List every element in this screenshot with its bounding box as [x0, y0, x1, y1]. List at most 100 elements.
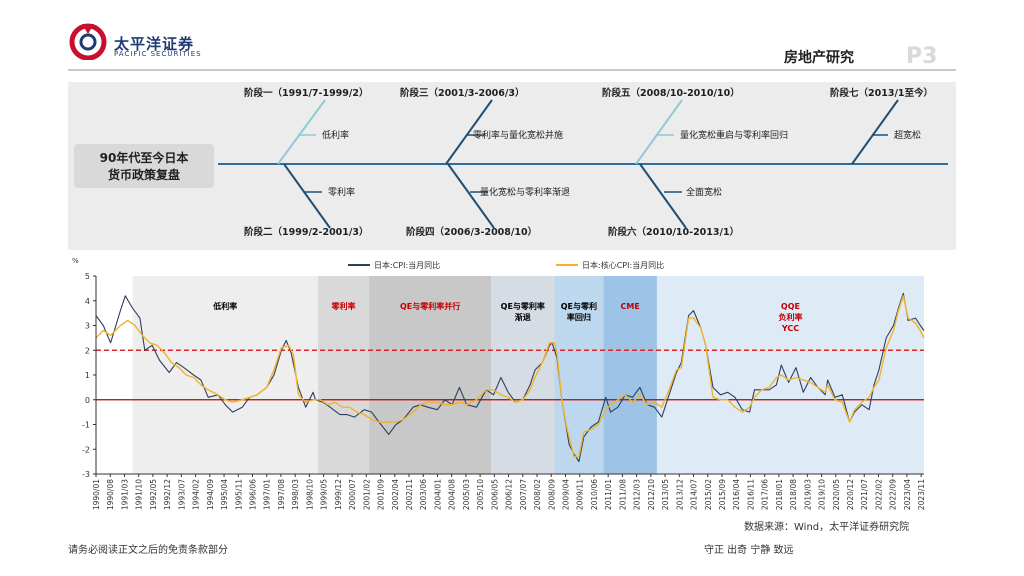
- x-tick-label: 2006/12: [505, 479, 514, 510]
- legend-label-1: 日本:核心CPI:当月同比: [582, 260, 664, 270]
- header-divider: [68, 69, 956, 71]
- x-tick-label: 2016/04: [732, 479, 741, 510]
- x-tick-label: 1999/05: [320, 479, 329, 510]
- y-tick-label: 1: [85, 371, 90, 380]
- x-tick-label: 1991/03: [120, 479, 129, 510]
- series-lines: [95, 292, 925, 463]
- fishbone-core-box: [74, 144, 214, 188]
- x-tick-label: 2008/09: [547, 479, 556, 510]
- stage4-policy: 量化宽松与零利率渐退: [480, 186, 570, 198]
- x-tick-label: 2002/04: [391, 479, 400, 510]
- x-tick-label: 1998/10: [305, 479, 314, 510]
- x-tick-label: 2013/05: [661, 479, 670, 510]
- x-tick-label: 2021/07: [860, 479, 869, 510]
- x-tick-label: 2023/11: [917, 479, 926, 510]
- series-line-1: [95, 295, 925, 458]
- x-tick-label: 2019/10: [818, 479, 827, 510]
- band-label-6: 负利率: [778, 312, 802, 322]
- y-tick-label: 3: [85, 322, 90, 331]
- x-tick-label: 2012/03: [633, 479, 642, 510]
- stage1-policy: 低利率: [322, 129, 349, 141]
- x-tick-label: 1992/05: [149, 479, 158, 510]
- y-tick-label: 5: [85, 272, 90, 281]
- policy-band-5: [603, 276, 657, 474]
- x-tick-label: 2018/08: [789, 479, 798, 510]
- y-tick-label: 4: [85, 297, 90, 306]
- x-tick-label: 2004/08: [448, 479, 457, 510]
- stage3-policy: 零利率与量化宽松并施: [473, 129, 563, 141]
- y-tick-label: -3: [82, 470, 90, 479]
- section-title: 房地产研究: [784, 50, 854, 66]
- policy-band-4: [554, 276, 604, 474]
- stage2-label: 阶段二（1999/2-2001/3）: [244, 226, 368, 238]
- x-tick-label: 2019/03: [803, 479, 812, 510]
- x-tick-label: 2016/11: [746, 479, 755, 510]
- x-tick-label: 2014/07: [690, 479, 699, 510]
- policy-band-0: [132, 276, 318, 474]
- branch-stage2: [283, 163, 331, 229]
- y-tick-label: 2: [85, 346, 90, 355]
- data-source-note: 数据来源：Wind，太平洋证券研究院: [744, 522, 910, 533]
- x-tick-label: 2015/02: [704, 479, 713, 510]
- policy-band-2: [369, 276, 492, 474]
- stage6-label: 阶段六（2010/10-2013/1）: [608, 226, 739, 238]
- y-tick-label: -2: [82, 445, 90, 454]
- x-tick-label: 1997/08: [277, 479, 286, 510]
- fishbone-core-line1: 90年代至今日本: [100, 150, 189, 165]
- x-tick-label: 2015/09: [718, 479, 727, 510]
- band-label-5: CME: [620, 302, 639, 311]
- branch-stage5: [635, 99, 683, 165]
- x-tick-label: 2001/02: [362, 479, 371, 510]
- x-tick-label: 1990/01: [92, 479, 101, 510]
- x-tick-label: 1995/11: [234, 479, 243, 510]
- policy-fishbone-diagram: 90年代至今日本 货币政策复盘 阶段一（1991/7-1999/2） 低利率 阶…: [68, 82, 956, 250]
- chart-legend: 日本:CPI:当月同比 日本:核心CPI:当月同比: [348, 260, 664, 270]
- x-tick-label: 2020/05: [832, 479, 841, 510]
- stage7-policy: 超宽松: [894, 129, 921, 141]
- stage5-label: 阶段五（2008/10-2010/10）: [602, 87, 740, 99]
- x-tick-label: 2005/03: [462, 479, 471, 510]
- x-tick-label: 2007/07: [519, 479, 528, 510]
- x-tick-label: 1997/01: [263, 479, 272, 510]
- x-tick-label: 1992/12: [163, 479, 172, 510]
- policy-band-3: [491, 276, 555, 474]
- x-tick-label: 2004/01: [433, 479, 442, 510]
- x-tick-label: 2010/06: [590, 479, 599, 510]
- x-tick-label: 2002/11: [405, 479, 414, 510]
- x-tick-label: 2003/06: [419, 479, 428, 510]
- band-label-3: QE与零利率: [501, 301, 545, 311]
- band-label-0: 低利率: [212, 301, 237, 311]
- x-tick-label: 2013/12: [675, 479, 684, 510]
- stage5-policy: 量化宽松重启与零利率回归: [680, 129, 788, 141]
- stage7-label: 阶段七（2013/1至今）: [830, 87, 933, 99]
- fishbone-core-line2: 货币政策复盘: [108, 167, 180, 182]
- x-tick-label: 2001/09: [377, 479, 386, 510]
- band-label-6: QQE: [781, 302, 800, 311]
- policy-band-1: [317, 276, 370, 474]
- branch-stage3: [445, 99, 493, 165]
- x-tick-label: 2022/09: [889, 479, 898, 510]
- x-tick-label: 2011/01: [604, 479, 613, 510]
- stage4-label: 阶段四（2006/3-2008/10）: [406, 226, 537, 238]
- stage1-label: 阶段一（1991/7-1999/2）: [244, 87, 368, 99]
- x-tick-label: 2009/04: [561, 479, 570, 510]
- branch-stage4: [447, 163, 495, 229]
- company-name-cn: 太平洋证券: [114, 35, 195, 53]
- x-tick-label: 1995/04: [220, 479, 229, 510]
- y-axis-unit: %: [72, 257, 79, 265]
- x-tick-label: 2022/02: [874, 479, 883, 510]
- branch-stage7: [851, 99, 899, 165]
- x-tick-label: 2018/01: [775, 479, 784, 510]
- disclaimer-text: 请务必阅读正文之后的免责条款部分: [68, 545, 228, 556]
- x-tick-label: 2000/07: [348, 479, 357, 510]
- x-tick-label: 2008/02: [533, 479, 542, 510]
- company-name-en: PACIFIC SECURITIES: [114, 50, 202, 58]
- x-tick-label: 1996/06: [248, 479, 257, 510]
- band-label-6: YCC: [781, 324, 799, 333]
- x-tick-label: 2012/10: [647, 479, 656, 510]
- legend-label-0: 日本:CPI:当月同比: [374, 260, 440, 270]
- x-tick-label: 2017/06: [761, 479, 770, 510]
- x-tick-label: 1993/07: [177, 479, 186, 510]
- cpi-line-chart: 5 4 3 2 1 0 -1 -2 -3% 1990/01 1990/08 1991/03 1991/1…: [68, 255, 956, 517]
